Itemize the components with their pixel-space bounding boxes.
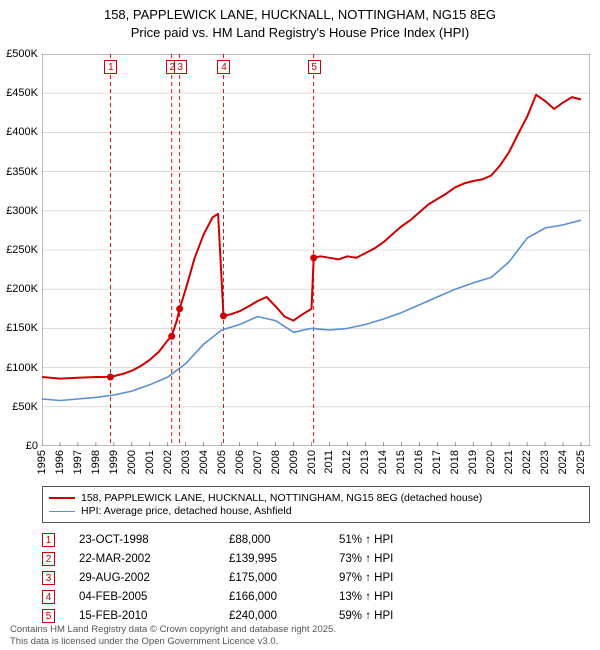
x-tick-label: 2011 — [323, 450, 335, 474]
x-tick-label: 2005 — [216, 450, 228, 474]
y-tick-label: £200K — [6, 283, 38, 295]
legend-swatch — [49, 497, 75, 499]
sale-marker-1: 1 — [104, 60, 117, 74]
sales-table: 1 23-OCT-1998£88,00051% ↑ HPI 2 22-MAR-2002… — [42, 530, 590, 625]
footer-attribution: Contains HM Land Registry data © Crown c… — [10, 624, 336, 648]
legend-swatch — [49, 511, 75, 512]
x-tick-label: 2001 — [144, 450, 156, 474]
sale-pct: 51% ↑ HPI — [339, 534, 393, 546]
sale-row: 5 15-FEB-2010£240,00059% ↑ HPI — [42, 606, 590, 625]
y-tick-label: £50K — [12, 401, 38, 413]
legend-label: HPI: Average price, detached house, Ashf… — [81, 505, 292, 517]
x-tick-label: 1998 — [90, 450, 102, 474]
legend: 158, PAPPLEWICK LANE, HUCKNALL, NOTTINGH… — [42, 486, 590, 523]
sale-marker-4: 4 — [217, 60, 230, 74]
x-tick-label: 2014 — [377, 450, 389, 474]
x-tick-label: 2000 — [126, 450, 138, 474]
sale-price: £166,000 — [229, 591, 339, 603]
sale-row: 1 23-OCT-1998£88,00051% ↑ HPI — [42, 530, 590, 549]
x-tick-label: 2016 — [413, 450, 425, 474]
sale-row-marker: 2 — [42, 552, 55, 566]
y-tick-label: £150K — [6, 322, 38, 334]
sale-row: 2 22-MAR-2002£139,99573% ↑ HPI — [42, 549, 590, 568]
sale-row: 4 04-FEB-2005£166,00013% ↑ HPI — [42, 587, 590, 606]
x-tick-label: 2013 — [359, 450, 371, 474]
x-tick-label: 2003 — [180, 450, 192, 474]
sale-pct: 59% ↑ HPI — [339, 610, 393, 622]
chart-area: £0£50K£100K£150K£200K£250K£300K£350K£400… — [42, 54, 590, 446]
y-tick-label: £300K — [6, 205, 38, 217]
x-tick-label: 2024 — [557, 450, 569, 474]
x-tick-label: 2002 — [162, 450, 174, 474]
footer-line-2: This data is licensed under the Open Gov… — [10, 636, 278, 647]
x-tick-label: 2012 — [341, 450, 353, 474]
x-tick-label: 1995 — [36, 450, 48, 474]
legend-label: 158, PAPPLEWICK LANE, HUCKNALL, NOTTINGH… — [81, 492, 482, 504]
x-tick-label: 1999 — [108, 450, 120, 474]
y-tick-label: £350K — [6, 166, 38, 178]
sale-date: 04-FEB-2005 — [79, 591, 229, 603]
sale-date: 23-OCT-1998 — [79, 534, 229, 546]
sale-row-marker: 5 — [42, 609, 55, 623]
x-tick-label: 1996 — [54, 450, 66, 474]
sale-date: 22-MAR-2002 — [79, 553, 229, 565]
x-tick-label: 2006 — [234, 450, 246, 474]
x-tick-label: 2019 — [467, 450, 479, 474]
sale-price: £175,000 — [229, 572, 339, 584]
x-tick-label: 2015 — [395, 450, 407, 474]
y-tick-label: £450K — [6, 87, 38, 99]
footer-line-1: Contains HM Land Registry data © Crown c… — [10, 624, 336, 635]
sale-price: £88,000 — [229, 534, 339, 546]
x-tick-label: 2008 — [270, 450, 282, 474]
x-tick-label: 2021 — [503, 450, 515, 474]
title-line-2: Price paid vs. HM Land Registry's House … — [131, 25, 469, 40]
sale-marker-5: 5 — [308, 60, 321, 74]
y-tick-label: £100K — [6, 362, 38, 374]
sale-date: 29-AUG-2002 — [79, 572, 229, 584]
sale-pct: 97% ↑ HPI — [339, 572, 393, 584]
sale-date: 15-FEB-2010 — [79, 610, 229, 622]
sale-price: £240,000 — [229, 610, 339, 622]
y-tick-label: £400K — [6, 126, 38, 138]
sale-row-marker: 1 — [42, 533, 55, 547]
plot-svg — [42, 54, 590, 446]
sale-row-marker: 4 — [42, 590, 55, 604]
chart-title: 158, PAPPLEWICK LANE, HUCKNALL, NOTTINGH… — [0, 0, 600, 41]
legend-row: 158, PAPPLEWICK LANE, HUCKNALL, NOTTINGH… — [49, 492, 583, 504]
x-tick-label: 2009 — [288, 450, 300, 474]
sale-marker-3: 3 — [174, 60, 187, 74]
sale-pct: 13% ↑ HPI — [339, 591, 393, 603]
x-tick-label: 2007 — [252, 450, 264, 474]
y-tick-label: £500K — [6, 48, 38, 60]
x-tick-label: 2020 — [485, 450, 497, 474]
sale-row-marker: 3 — [42, 571, 55, 585]
x-tick-label: 2018 — [449, 450, 461, 474]
sale-row: 3 29-AUG-2002£175,00097% ↑ HPI — [42, 568, 590, 587]
x-tick-label: 2004 — [198, 450, 210, 474]
x-tick-label: 1997 — [72, 450, 84, 474]
x-tick-label: 2023 — [539, 450, 551, 474]
sale-price: £139,995 — [229, 553, 339, 565]
sale-pct: 73% ↑ HPI — [339, 553, 393, 565]
legend-row: HPI: Average price, detached house, Ashf… — [49, 505, 583, 517]
y-tick-label: £250K — [6, 244, 38, 256]
x-tick-label: 2025 — [575, 450, 587, 474]
chart-container: 158, PAPPLEWICK LANE, HUCKNALL, NOTTINGH… — [0, 0, 600, 650]
x-tick-label: 2022 — [521, 450, 533, 474]
x-tick-label: 2010 — [306, 450, 318, 474]
x-tick-label: 2017 — [431, 450, 443, 474]
title-line-1: 158, PAPPLEWICK LANE, HUCKNALL, NOTTINGH… — [104, 7, 496, 22]
